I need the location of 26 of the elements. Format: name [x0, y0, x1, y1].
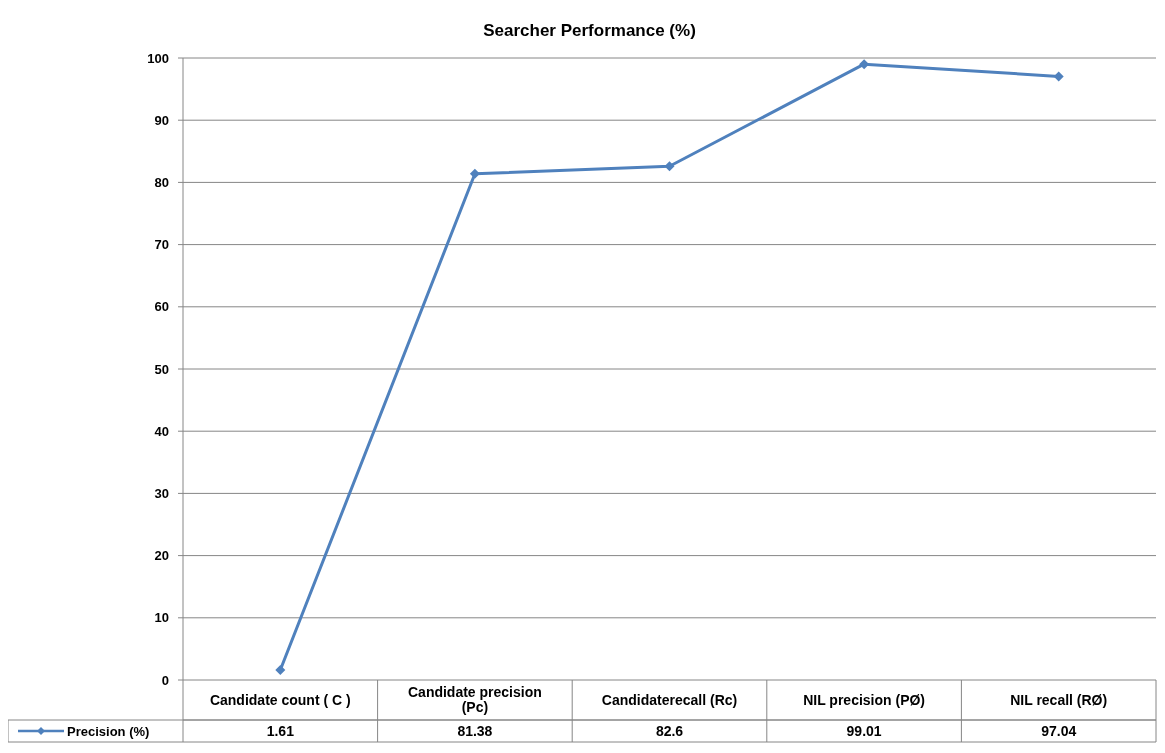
y-tick-label: 70	[154, 237, 169, 253]
data-label: 99.01	[846, 722, 882, 739]
x-tick-label: NIL precision (PØ)	[803, 691, 926, 708]
chart-title: Searcher Performance (%)	[483, 21, 696, 40]
y-tick-label: 80	[154, 174, 169, 190]
x-tick-label: Candidate count ( C )	[209, 691, 351, 708]
data-label: 1.61	[266, 722, 295, 739]
y-tick-label: 60	[154, 299, 169, 315]
y-tick-label: 10	[154, 610, 169, 626]
x-tick-label: Candidaterecall (Rc)	[601, 691, 738, 708]
data-label: 81.38	[457, 722, 493, 739]
point	[1053, 71, 1064, 82]
y-tick-label: 20	[154, 548, 169, 564]
x-tick-label: Candidate precision (Pc)	[407, 684, 542, 716]
y-tick-label: 40	[154, 423, 169, 439]
data-label: 97.04	[1041, 722, 1077, 739]
y-tick-label: 50	[154, 361, 169, 377]
y-tick-label: 30	[154, 485, 169, 501]
point	[469, 168, 480, 179]
y-tick-label: 100	[147, 50, 169, 66]
legend-label: Precision (%)	[67, 723, 150, 739]
x-tick-label: NIL recall (RØ)	[1010, 691, 1108, 708]
y-tick-label: 0	[161, 672, 169, 688]
point	[275, 664, 286, 675]
y-tick-label: 90	[154, 112, 169, 128]
data-label: 82.6	[655, 722, 684, 739]
